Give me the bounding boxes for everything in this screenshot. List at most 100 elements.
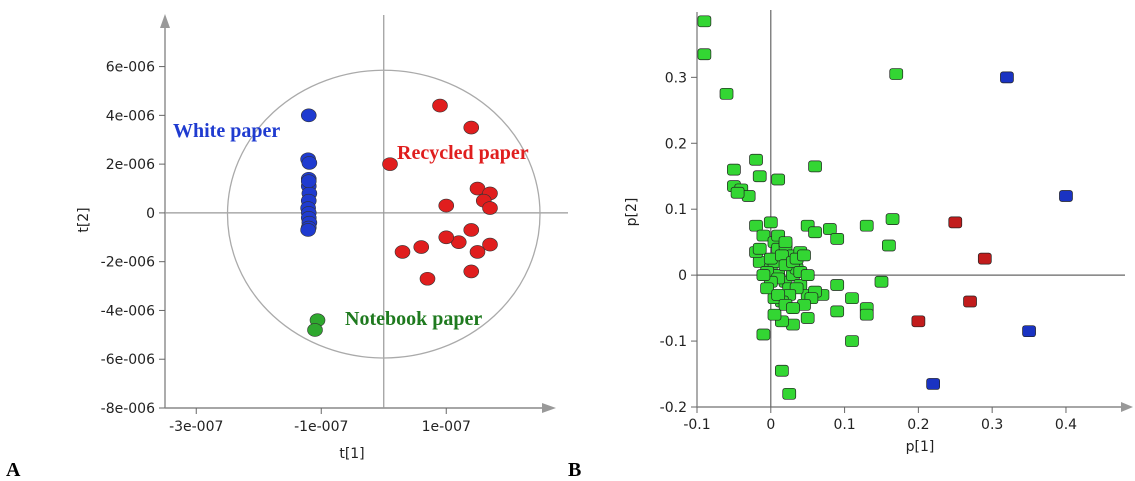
data-point: [463, 223, 480, 237]
data-point: [763, 216, 778, 229]
data-point: [822, 223, 837, 235]
data-point: [830, 233, 845, 245]
data-point: [885, 213, 900, 225]
x-tick-label: 0.3: [981, 417, 1003, 433]
data-point: [771, 289, 786, 301]
data-point: [756, 269, 771, 281]
data-point: [778, 236, 793, 249]
data-point: [697, 15, 712, 28]
data-point: [752, 170, 767, 183]
data-point: [845, 335, 859, 347]
data-point: [808, 160, 822, 173]
y-tick-label: 2e-006: [106, 157, 155, 173]
x-axis-arrow: [1121, 402, 1133, 412]
data-point: [413, 240, 430, 254]
group-label-recycled-paper: Recycled paper: [397, 142, 529, 164]
data-point: [300, 108, 317, 123]
y-tick-label: -8e-006: [101, 401, 155, 417]
data-point: [749, 153, 763, 166]
data-point: [749, 219, 763, 232]
data-point: [830, 305, 845, 318]
y-axis-arrow: [160, 14, 170, 28]
data-point: [786, 302, 800, 314]
panel-b-label: B: [568, 459, 581, 481]
data-point: [775, 364, 789, 377]
data-point: [756, 229, 771, 242]
data-point: [300, 223, 316, 237]
y-tick-label: 6e-006: [106, 60, 155, 76]
data-point: [874, 275, 889, 288]
data-point: [756, 328, 771, 341]
data-point: [697, 48, 712, 61]
y-axis-title: t[2]: [76, 207, 92, 232]
data-point: [830, 279, 845, 291]
data-point: [438, 230, 455, 245]
y-tick-label: -4e-006: [101, 303, 155, 319]
data-point: [1059, 190, 1073, 202]
x-tick-label: 0.4: [1055, 417, 1077, 433]
data-point: [767, 308, 782, 321]
data-point: [800, 312, 815, 324]
y-tick-label: 0.1: [665, 202, 687, 218]
data-point: [963, 295, 977, 308]
x-tick-label: -1e-007: [294, 419, 348, 435]
data-point: [859, 219, 874, 232]
x-tick-label: 0: [766, 417, 775, 433]
data-point: [977, 252, 992, 265]
data-point: [752, 242, 767, 255]
y-tick-label: 0.3: [665, 70, 687, 86]
data-point: [727, 163, 741, 176]
y-tick-label: 0: [146, 206, 155, 222]
x-axis-title: t[1]: [339, 446, 364, 462]
data-point: [1022, 325, 1036, 338]
data-point: [394, 245, 411, 259]
data-point: [307, 323, 323, 337]
data-point: [469, 245, 486, 259]
data-point: [808, 226, 822, 239]
y-tick-label: 0.2: [665, 136, 687, 152]
y-tick-label: -0.1: [660, 334, 687, 350]
data-point: [482, 237, 498, 252]
data-point: [926, 378, 940, 390]
x-tick-label: 0.1: [833, 417, 855, 433]
data-point: [463, 120, 480, 135]
y-axis-title: p[2]: [624, 198, 640, 227]
y-tick-label: -0.2: [660, 400, 687, 416]
x-tick-label: -0.1: [683, 417, 710, 433]
data-point: [432, 98, 448, 113]
data-point: [889, 68, 904, 80]
data-point: [882, 239, 896, 252]
data-point: [760, 282, 774, 295]
y-tick-label: 0: [678, 268, 687, 284]
data-point: [948, 216, 963, 229]
data-point: [1000, 71, 1014, 84]
panel-a-label: A: [6, 459, 21, 481]
x-axis-title: p[1]: [906, 439, 935, 455]
y-tick-label: -2e-006: [101, 255, 155, 271]
data-point: [730, 186, 745, 199]
panel-a-scatter: -3e-007 -1e-007 1e-007 6e-006 4e-006 2e-006 0 -…: [76, 14, 568, 462]
data-point: [419, 271, 436, 286]
y-tick-label: -6e-006: [101, 352, 155, 368]
confidence-ellipse: [226, 69, 541, 359]
data-point: [301, 156, 318, 170]
data-point: [463, 264, 480, 279]
data-point: [771, 173, 786, 186]
x-axis-arrow: [542, 403, 556, 413]
data-point: [438, 198, 455, 213]
panel-b-scatter: -0.1 0 0.1 0.2 0.3 0.40.30.20.10-0.1-0.2p[1]p…: [624, 10, 1133, 455]
x-tick-label: 1e-007: [422, 419, 471, 435]
group-label-notebook-paper: Notebook paper: [345, 308, 482, 330]
data-point: [911, 315, 926, 328]
x-tick-label: -3e-007: [169, 419, 223, 435]
data-point: [719, 87, 734, 100]
group-label-white-paper: White paper: [173, 120, 280, 142]
data-point: [800, 269, 815, 281]
data-point: [859, 308, 874, 321]
data-point: [782, 387, 797, 400]
data-point: [797, 249, 811, 262]
y-tick-label: 4e-006: [106, 108, 155, 124]
data-point: [382, 157, 398, 171]
data-point: [482, 201, 498, 215]
